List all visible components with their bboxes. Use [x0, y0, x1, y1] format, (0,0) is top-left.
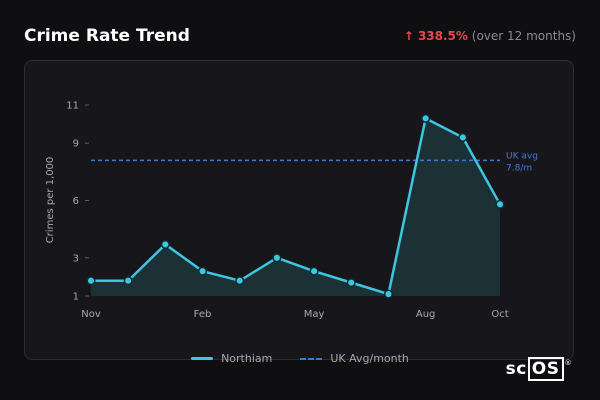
data-point-northiam: [383, 289, 394, 299]
y-tick-label: 11: [66, 101, 79, 112]
data-point-northiam: [346, 278, 356, 288]
uk-average-label: UK avg: [506, 151, 538, 161]
data-point-northiam: [86, 276, 96, 286]
legend-label-northiam: Northiam: [221, 352, 273, 365]
y-tick-label: 6: [73, 196, 79, 207]
x-tick-label: Nov: [81, 309, 101, 320]
y-tick-label: 1: [73, 292, 79, 303]
data-point-northiam: [272, 253, 282, 263]
y-tick-label: 9: [73, 139, 79, 150]
x-tick-label: Aug: [416, 309, 436, 320]
legend-item-northiam: Northiam: [191, 352, 272, 365]
data-point-northiam: [458, 132, 468, 143]
x-tick-label: Feb: [194, 309, 212, 320]
y-tick-label: 3: [73, 253, 79, 264]
data-point-northiam: [421, 113, 431, 123]
series-line-northiam: [91, 117, 502, 296]
legend-swatch-uk-avg: [300, 357, 323, 360]
series-area-northiam: [91, 118, 500, 297]
data-point-northiam: [495, 199, 505, 209]
trend-change-period: (over 12 months): [471, 29, 576, 43]
data-point-northiam: [197, 266, 208, 276]
brand-logo: sc OS ®: [505, 357, 572, 381]
y-axis-title: Crimes per 1,000: [45, 157, 56, 244]
x-tick-label: Oct: [491, 309, 508, 320]
uk-average-value-label: 7.8/m: [506, 163, 532, 173]
legend-item-uk-avg: UK Avg/month: [300, 352, 409, 365]
chart-title: Crime Rate Trend: [24, 26, 190, 46]
trend-change-value: ↑ 338.5%: [403, 29, 468, 43]
trend-change-summary: ↑ 338.5% (over 12 months): [404, 29, 576, 43]
data-point-northiam: [123, 276, 133, 286]
chart-legend: Northiam UK Avg/month: [0, 352, 600, 365]
data-point-northiam: [160, 239, 170, 249]
legend-label-uk-avg: UK Avg/month: [330, 352, 409, 365]
legend-swatch-northiam: [191, 357, 214, 360]
x-tick-label: May: [304, 309, 325, 320]
data-point-northiam: [309, 266, 319, 276]
data-point-northiam: [235, 276, 245, 286]
